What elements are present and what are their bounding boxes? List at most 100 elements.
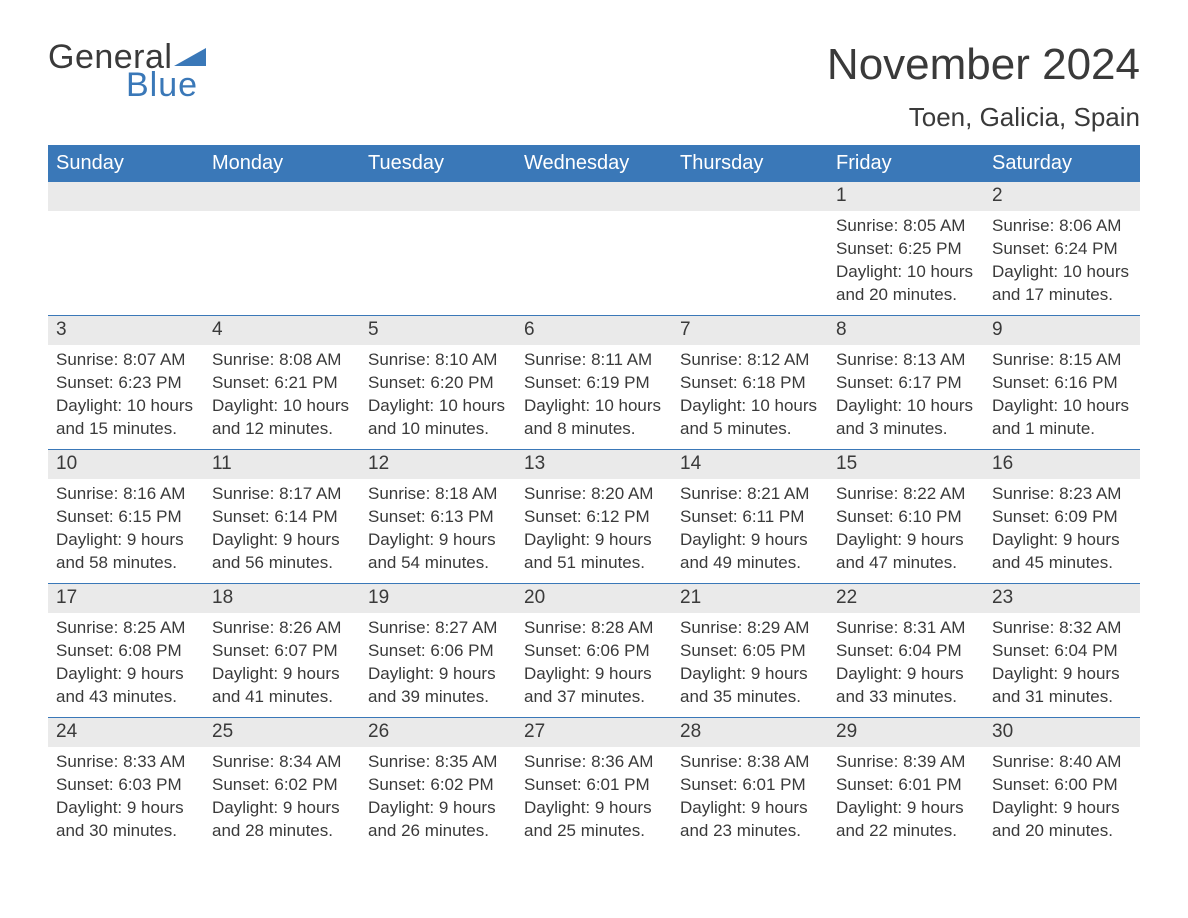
day-dl1-line: Daylight: 9 hours (992, 529, 1132, 551)
day-cell: 18Sunrise: 8:26 AMSunset: 6:07 PMDayligh… (204, 584, 360, 717)
day-dl2-line: and 35 minutes. (680, 686, 820, 708)
day-details: Sunrise: 8:26 AMSunset: 6:07 PMDaylight:… (204, 617, 352, 708)
day-dl1-line: Daylight: 10 hours (368, 395, 508, 417)
day-details: Sunrise: 8:16 AMSunset: 6:15 PMDaylight:… (48, 483, 196, 574)
day-sunrise-line: Sunrise: 8:25 AM (56, 617, 196, 639)
logo: General Blue (48, 40, 206, 102)
day-number: 20 (516, 584, 672, 613)
day-sunrise-line: Sunrise: 8:06 AM (992, 215, 1132, 237)
day-details: Sunrise: 8:36 AMSunset: 6:01 PMDaylight:… (516, 751, 664, 842)
day-sunrise-line: Sunrise: 8:18 AM (368, 483, 508, 505)
day-number: 4 (204, 316, 360, 345)
day-dl2-line: and 51 minutes. (524, 552, 664, 574)
day-sunset-line: Sunset: 6:17 PM (836, 372, 976, 394)
day-dl2-line: and 3 minutes. (836, 418, 976, 440)
day-cell: 17Sunrise: 8:25 AMSunset: 6:08 PMDayligh… (48, 584, 204, 717)
day-sunset-line: Sunset: 6:11 PM (680, 506, 820, 528)
day-sunset-line: Sunset: 6:21 PM (212, 372, 352, 394)
day-sunrise-line: Sunrise: 8:33 AM (56, 751, 196, 773)
day-dl2-line: and 25 minutes. (524, 820, 664, 842)
day-dl2-line: and 15 minutes. (56, 418, 196, 440)
day-sunrise-line: Sunrise: 8:34 AM (212, 751, 352, 773)
day-dl1-line: Daylight: 10 hours (212, 395, 352, 417)
day-number: 10 (48, 450, 204, 479)
day-dl1-line: Daylight: 10 hours (56, 395, 196, 417)
day-sunrise-line: Sunrise: 8:32 AM (992, 617, 1132, 639)
day-sunrise-line: Sunrise: 8:16 AM (56, 483, 196, 505)
day-number: 8 (828, 316, 984, 345)
day-sunset-line: Sunset: 6:10 PM (836, 506, 976, 528)
day-number: 7 (672, 316, 828, 345)
day-dl2-line: and 22 minutes. (836, 820, 976, 842)
day-number: 29 (828, 718, 984, 747)
day-dl1-line: Daylight: 9 hours (56, 529, 196, 551)
day-dl2-line: and 54 minutes. (368, 552, 508, 574)
day-details: Sunrise: 8:34 AMSunset: 6:02 PMDaylight:… (204, 751, 352, 842)
day-sunrise-line: Sunrise: 8:35 AM (368, 751, 508, 773)
day-cell: 20 Sunrise: 8:28 AMSunset: 6:06 PMDayligh… (516, 584, 672, 717)
day-number: 2 (984, 182, 1140, 211)
day-sunrise-line: Sunrise: 8:21 AM (680, 483, 820, 505)
day-details: Sunrise: 8:40 AMSunset: 6:00 PMDaylight:… (984, 751, 1132, 842)
day-cell: 23Sunrise: 8:32 AMSunset: 6:04 PMDayligh… (984, 584, 1140, 717)
day-sunset-line: Sunset: 6:09 PM (992, 506, 1132, 528)
day-header-monday: Monday (204, 146, 360, 181)
day-cell: 6Sunrise: 8:11 AMSunset: 6:19 PMDaylight… (516, 316, 672, 449)
day-sunset-line: Sunset: 6:00 PM (992, 774, 1132, 796)
day-details: Sunrise: 8:22 AMSunset: 6:10 PMDaylight:… (828, 483, 976, 574)
day-details: Sunrise: 8:20 AMSunset: 6:12 PMDaylight:… (516, 483, 664, 574)
day-sunset-line: Sunset: 6:04 PM (836, 640, 976, 662)
day-sunrise-line: Sunrise: 8:28 AM (524, 617, 664, 639)
day-sunset-line: Sunset: 6:25 PM (836, 238, 976, 260)
day-sunset-line: Sunset: 6:23 PM (56, 372, 196, 394)
day-sunset-line: Sunset: 6:08 PM (56, 640, 196, 662)
day-number (672, 182, 828, 211)
day-sunset-line: Sunset: 6:02 PM (212, 774, 352, 796)
day-dl1-line: Daylight: 9 hours (524, 663, 664, 685)
day-dl2-line: and 39 minutes. (368, 686, 508, 708)
day-sunset-line: Sunset: 6:01 PM (836, 774, 976, 796)
day-dl1-line: Daylight: 9 hours (680, 663, 820, 685)
day-dl2-line: and 56 minutes. (212, 552, 352, 574)
day-dl2-line: and 33 minutes. (836, 686, 976, 708)
day-sunrise-line: Sunrise: 8:20 AM (524, 483, 664, 505)
day-dl1-line: Daylight: 9 hours (524, 797, 664, 819)
day-details: Sunrise: 8:33 AMSunset: 6:03 PMDaylight:… (48, 751, 196, 842)
day-header-wednesday: Wednesday (516, 146, 672, 181)
day-dl1-line: Daylight: 9 hours (368, 663, 508, 685)
day-number: 23 (984, 584, 1140, 613)
day-sunrise-line: Sunrise: 8:40 AM (992, 751, 1132, 773)
day-details: Sunrise: 8:18 AMSunset: 6:13 PMDaylight:… (360, 483, 508, 574)
day-sunrise-line: Sunrise: 8:38 AM (680, 751, 820, 773)
day-sunset-line: Sunset: 6:15 PM (56, 506, 196, 528)
day-sunset-line: Sunset: 6:01 PM (524, 774, 664, 796)
week-row: 1Sunrise: 8:05 AMSunset: 6:25 PMDaylight… (48, 181, 1140, 315)
day-header-saturday: Saturday (984, 146, 1140, 181)
week-row: 10Sunrise: 8:16 AMSunset: 6:15 PMDayligh… (48, 449, 1140, 583)
day-cell: 19Sunrise: 8:27 AMSunset: 6:06 PMDayligh… (360, 584, 516, 717)
day-dl2-line: and 47 minutes. (836, 552, 976, 574)
day-sunrise-line: Sunrise: 8:05 AM (836, 215, 976, 237)
day-number: 3 (48, 316, 204, 345)
day-dl2-line: and 23 minutes. (680, 820, 820, 842)
day-number: 26 (360, 718, 516, 747)
day-sunrise-line: Sunrise: 8:17 AM (212, 483, 352, 505)
day-dl1-line: Daylight: 9 hours (212, 797, 352, 819)
day-details: Sunrise: 8:17 AMSunset: 6:14 PMDaylight:… (204, 483, 352, 574)
location-subtitle: Toen, Galicia, Spain (827, 102, 1140, 133)
day-sunrise-line: Sunrise: 8:27 AM (368, 617, 508, 639)
month-title: November 2024 (827, 40, 1140, 90)
day-details: Sunrise: 8:28 AMSunset: 6:06 PMDaylight:… (516, 617, 664, 708)
day-dl1-line: Daylight: 9 hours (368, 529, 508, 551)
day-details: Sunrise: 8:31 AMSunset: 6:04 PMDaylight:… (828, 617, 976, 708)
day-sunset-line: Sunset: 6:13 PM (368, 506, 508, 528)
day-number: 22 (828, 584, 984, 613)
day-dl2-line: and 17 minutes. (992, 284, 1132, 306)
day-cell: 28Sunrise: 8:38 AMSunset: 6:01 PMDayligh… (672, 718, 828, 851)
day-cell: 7Sunrise: 8:12 AMSunset: 6:18 PMDaylight… (672, 316, 828, 449)
day-cell (672, 182, 828, 315)
day-number: 21 (672, 584, 828, 613)
day-header-sunday: Sunday (48, 146, 204, 181)
day-sunset-line: Sunset: 6:05 PM (680, 640, 820, 662)
day-cell: 14Sunrise: 8:21 AMSunset: 6:11 PMDayligh… (672, 450, 828, 583)
